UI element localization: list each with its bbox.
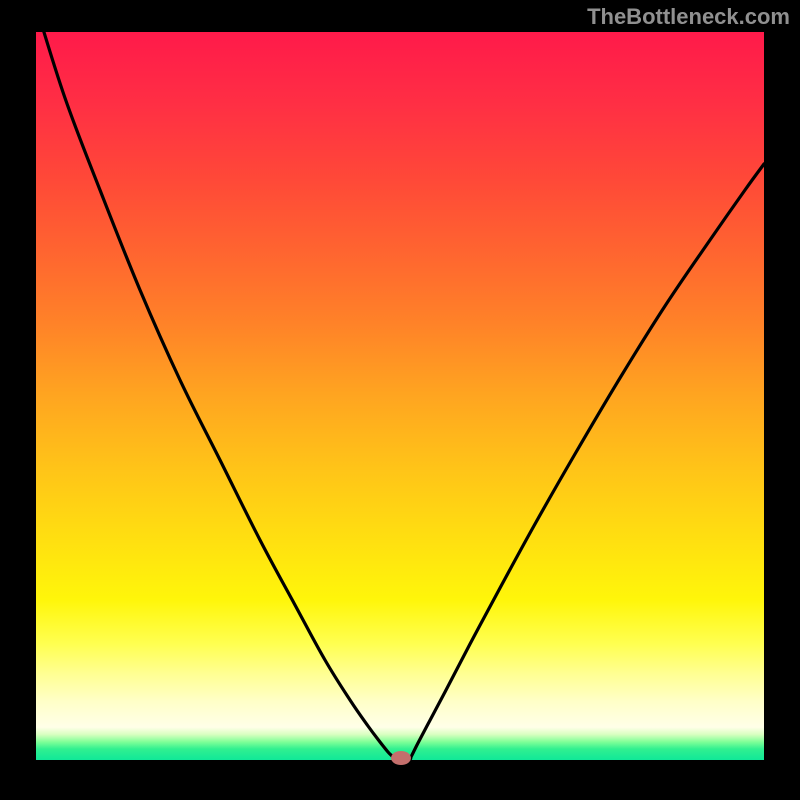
plot-background — [36, 32, 764, 760]
minimum-marker — [391, 751, 411, 765]
chart-svg — [0, 0, 800, 800]
chart-container: { "watermark": { "text": "TheBottleneck.… — [0, 0, 800, 800]
watermark-text: TheBottleneck.com — [587, 4, 790, 30]
